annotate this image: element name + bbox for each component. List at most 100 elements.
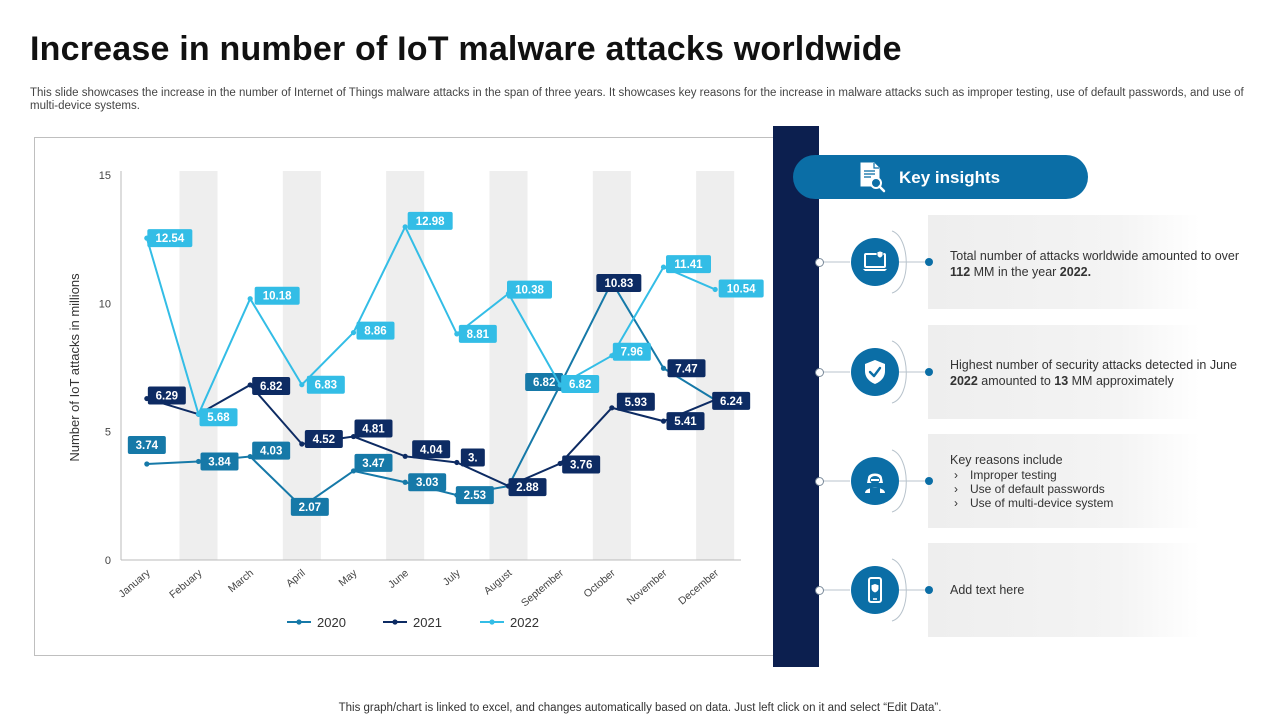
data-point-2021	[454, 459, 460, 466]
x-tick-label: June	[386, 567, 411, 591]
data-label: 4.81	[362, 424, 385, 436]
laptop-security-icon	[863, 250, 887, 271]
reasons-list: Improper testing Use of default password…	[950, 468, 1240, 510]
data-point-2021	[299, 441, 305, 447]
connector-dot	[925, 368, 933, 376]
list-item: Improper testing	[950, 468, 1240, 482]
x-tick-label: January	[116, 567, 153, 601]
data-point-2020	[144, 461, 150, 467]
data-point-2022	[350, 329, 357, 336]
data-label-box	[356, 321, 395, 340]
insight-icon-4	[851, 566, 899, 614]
insight-card-1	[928, 215, 1200, 309]
data-label-box	[290, 497, 329, 516]
x-tick-label: September	[519, 567, 566, 610]
data-label: 4.04	[420, 444, 443, 456]
data-label: 8.81	[467, 329, 490, 341]
data-label-box	[199, 408, 238, 427]
x-tick-label: October	[581, 567, 618, 601]
y-tick-label: 5	[105, 427, 111, 439]
data-label: 6.82	[260, 381, 282, 393]
data-label-box	[127, 436, 166, 455]
x-tick-label: April	[284, 567, 308, 590]
data-point-2020	[402, 479, 408, 485]
data-point-2022	[454, 331, 460, 337]
data-point-2021	[609, 405, 615, 411]
data-label-box	[562, 455, 601, 474]
data-label-box	[147, 386, 186, 405]
data-label-box	[460, 448, 485, 467]
legend-label: 2022	[510, 615, 539, 630]
data-label-box	[616, 392, 655, 411]
insight-text-1: Total number of attacks worldwide amount…	[950, 249, 1240, 279]
data-label: 5.41	[674, 416, 697, 428]
insight-text-3: Key reasons include Improper testing Use…	[950, 452, 1240, 510]
data-label: 12.98	[416, 216, 445, 228]
data-label-box	[612, 342, 651, 361]
connector-dot	[925, 477, 933, 485]
data-label: 7.47	[675, 363, 697, 375]
data-point-2020	[195, 458, 202, 465]
data-label-box	[408, 473, 447, 492]
legend-swatch-marker	[296, 619, 302, 625]
data-label-box	[666, 255, 711, 274]
data-label: 10.54	[727, 283, 756, 295]
connector-dot	[815, 477, 824, 486]
legend-swatch-marker	[392, 619, 398, 625]
data-label: 6.83	[315, 380, 337, 392]
chart-svg: 0 5 10 15 Number of IoT attacks in millions J…	[67, 170, 764, 630]
hacker-icon	[865, 473, 885, 493]
insight-icon-1	[851, 238, 899, 286]
data-label-box	[252, 376, 291, 395]
data-label-box	[147, 229, 193, 248]
data-label: 2.88	[516, 482, 539, 494]
data-label: 4.52	[313, 434, 335, 446]
data-label: 2.07	[299, 502, 321, 514]
legend-swatch-marker	[489, 619, 495, 625]
data-label: 11.41	[674, 259, 703, 271]
reasons-heading: Key reasons include	[950, 453, 1063, 467]
data-label-box	[666, 412, 705, 431]
y-tick-label: 10	[99, 298, 111, 310]
insight-card-4	[928, 543, 1200, 637]
data-label-box	[508, 478, 547, 497]
data-point-2022	[402, 224, 408, 230]
data-label-box	[455, 486, 494, 505]
insight-icon-3	[851, 457, 899, 505]
data-label: 5.68	[207, 412, 230, 424]
y-tick-label: 0	[105, 555, 111, 567]
grid-band	[592, 171, 631, 560]
shield-check-icon	[865, 360, 885, 384]
data-label-box	[525, 372, 564, 391]
data-label-box	[306, 375, 345, 394]
data-label-box	[354, 419, 393, 438]
footer-note: This graph/chart is linked to excel, and…	[338, 702, 942, 714]
data-label-box	[718, 279, 764, 298]
data-label-box	[354, 453, 393, 472]
x-tick-label: Febuary	[167, 567, 205, 601]
data-label-box	[304, 429, 343, 448]
data-label-box	[596, 274, 642, 293]
data-label: 4.03	[260, 446, 282, 458]
mobile-lock-icon	[868, 577, 882, 603]
data-label: 3.76	[570, 459, 592, 471]
insight-card-2	[928, 325, 1200, 419]
y-tick-label: 15	[99, 170, 111, 182]
data-label-box	[507, 280, 552, 299]
data-point-2021	[247, 382, 253, 388]
data-label: 3.	[468, 452, 478, 464]
list-item: Use of default passwords	[950, 482, 1240, 496]
data-label: 6.82	[569, 379, 591, 391]
line-chart[interactable]: 0 5 10 15 Number of IoT attacks in millions J…	[34, 137, 788, 656]
data-label: 2.53	[464, 490, 486, 502]
data-label-box	[667, 359, 706, 378]
connector-dot	[925, 258, 933, 266]
key-insights-label: Key insights	[899, 168, 1001, 187]
x-tick-label: July	[441, 567, 464, 589]
data-label-box	[458, 324, 497, 343]
data-label-box	[712, 391, 751, 410]
insight-icon-2	[851, 348, 899, 396]
data-label-box	[412, 440, 451, 459]
data-label: 3.03	[416, 477, 438, 489]
insight-text-4: Add text here	[950, 583, 1025, 597]
